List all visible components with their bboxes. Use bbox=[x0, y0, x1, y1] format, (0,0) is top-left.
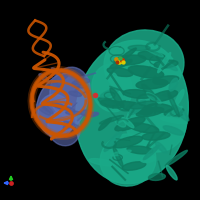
Ellipse shape bbox=[81, 110, 92, 116]
Ellipse shape bbox=[169, 78, 178, 91]
Ellipse shape bbox=[72, 78, 84, 84]
Ellipse shape bbox=[36, 104, 51, 115]
Ellipse shape bbox=[39, 74, 49, 82]
Ellipse shape bbox=[100, 115, 123, 124]
Ellipse shape bbox=[143, 145, 159, 160]
Ellipse shape bbox=[52, 75, 68, 83]
Ellipse shape bbox=[50, 67, 90, 117]
Ellipse shape bbox=[136, 79, 168, 89]
Ellipse shape bbox=[136, 107, 164, 117]
Ellipse shape bbox=[42, 103, 53, 114]
Ellipse shape bbox=[69, 91, 82, 96]
Point bbox=[114, 57, 118, 61]
Ellipse shape bbox=[148, 173, 165, 180]
Ellipse shape bbox=[142, 132, 170, 140]
Ellipse shape bbox=[111, 150, 131, 156]
Ellipse shape bbox=[165, 150, 187, 166]
Ellipse shape bbox=[114, 117, 126, 127]
Ellipse shape bbox=[129, 100, 146, 115]
Ellipse shape bbox=[165, 106, 182, 119]
Ellipse shape bbox=[116, 48, 136, 63]
Ellipse shape bbox=[140, 156, 155, 163]
Ellipse shape bbox=[104, 30, 184, 98]
Ellipse shape bbox=[74, 84, 86, 88]
Ellipse shape bbox=[129, 123, 159, 133]
Ellipse shape bbox=[66, 107, 75, 112]
Ellipse shape bbox=[99, 118, 111, 130]
Ellipse shape bbox=[89, 159, 116, 166]
Ellipse shape bbox=[98, 98, 117, 107]
Ellipse shape bbox=[51, 68, 58, 74]
Ellipse shape bbox=[50, 81, 63, 88]
Ellipse shape bbox=[173, 105, 189, 121]
Point bbox=[120, 58, 124, 62]
Ellipse shape bbox=[122, 162, 146, 170]
Ellipse shape bbox=[107, 67, 133, 77]
Point bbox=[9, 181, 13, 185]
Ellipse shape bbox=[120, 101, 152, 115]
Ellipse shape bbox=[53, 75, 67, 81]
Ellipse shape bbox=[52, 103, 68, 110]
Ellipse shape bbox=[64, 121, 82, 130]
Ellipse shape bbox=[142, 45, 163, 57]
Ellipse shape bbox=[126, 96, 186, 152]
Ellipse shape bbox=[38, 94, 74, 138]
Ellipse shape bbox=[166, 166, 177, 180]
Ellipse shape bbox=[63, 122, 74, 129]
Ellipse shape bbox=[100, 89, 119, 98]
Point bbox=[117, 59, 121, 63]
Ellipse shape bbox=[161, 60, 177, 71]
Ellipse shape bbox=[36, 73, 88, 135]
Ellipse shape bbox=[168, 92, 179, 117]
Ellipse shape bbox=[154, 60, 178, 68]
Ellipse shape bbox=[48, 110, 80, 146]
Ellipse shape bbox=[153, 76, 179, 84]
Ellipse shape bbox=[100, 100, 124, 108]
Ellipse shape bbox=[128, 45, 150, 51]
Ellipse shape bbox=[130, 101, 156, 109]
Ellipse shape bbox=[85, 112, 99, 117]
Ellipse shape bbox=[100, 134, 156, 186]
Ellipse shape bbox=[127, 146, 153, 154]
Point bbox=[93, 93, 97, 97]
Ellipse shape bbox=[146, 92, 161, 104]
Ellipse shape bbox=[138, 51, 166, 61]
Ellipse shape bbox=[142, 84, 157, 101]
Ellipse shape bbox=[104, 132, 122, 151]
Ellipse shape bbox=[113, 73, 120, 88]
Ellipse shape bbox=[158, 53, 171, 73]
Ellipse shape bbox=[114, 55, 146, 65]
Ellipse shape bbox=[113, 136, 143, 148]
Ellipse shape bbox=[155, 142, 167, 153]
Ellipse shape bbox=[161, 118, 187, 124]
Ellipse shape bbox=[128, 66, 164, 78]
Ellipse shape bbox=[110, 88, 123, 107]
Point bbox=[121, 60, 125, 64]
Ellipse shape bbox=[150, 90, 178, 102]
Ellipse shape bbox=[76, 78, 90, 83]
Ellipse shape bbox=[92, 64, 132, 112]
Ellipse shape bbox=[115, 117, 145, 131]
Point bbox=[115, 61, 119, 64]
Ellipse shape bbox=[164, 108, 184, 116]
Ellipse shape bbox=[113, 147, 123, 167]
Ellipse shape bbox=[175, 90, 184, 105]
Ellipse shape bbox=[163, 126, 183, 135]
Ellipse shape bbox=[66, 111, 81, 115]
Point bbox=[118, 56, 122, 60]
Ellipse shape bbox=[122, 118, 134, 128]
Ellipse shape bbox=[147, 104, 173, 112]
Ellipse shape bbox=[110, 59, 132, 68]
Ellipse shape bbox=[123, 90, 153, 98]
Ellipse shape bbox=[76, 40, 188, 184]
